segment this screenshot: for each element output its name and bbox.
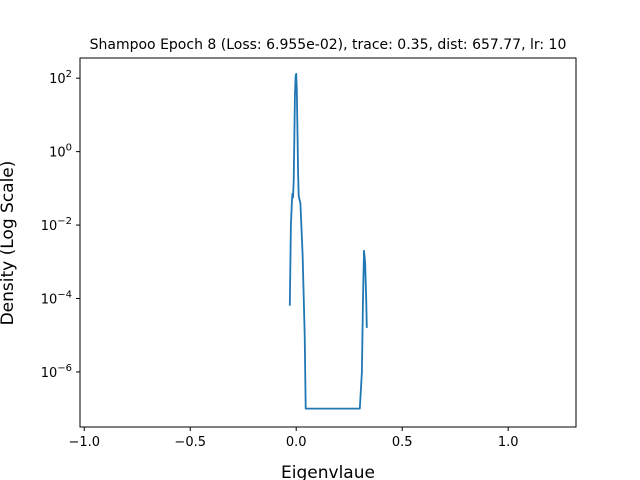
chart-title: Shampoo Epoch 8 (Loss: 6.955e-02), trace… <box>90 37 567 53</box>
series-layer <box>288 72 368 410</box>
y-tick-exponent: −6 <box>57 363 72 374</box>
y-tick-exponent: −2 <box>57 216 72 227</box>
y-tick-label: 10−2 <box>41 216 72 234</box>
y-tick-exponent: −4 <box>57 289 72 300</box>
y-tick-label: 10−4 <box>41 289 72 307</box>
y-tick-base: 10 <box>49 72 66 87</box>
x-tick-label: 0.0 <box>286 435 307 450</box>
y-tick-base: 10 <box>41 366 58 381</box>
density-line <box>288 72 368 410</box>
y-tick-base: 10 <box>49 146 66 161</box>
y-tick-label: 10−6 <box>41 363 72 381</box>
x-tick-label: −1.0 <box>68 435 100 450</box>
x-axis: −1.0 −0.5 0.0 0.5 1.0 <box>68 427 519 450</box>
y-tick-label: 100 <box>49 143 72 161</box>
y-tick-base: 10 <box>41 219 58 234</box>
x-tick-label: 0.5 <box>392 435 413 450</box>
x-tick-label: −0.5 <box>174 435 206 450</box>
y-tick-exponent: 2 <box>66 69 72 80</box>
y-axis-title: Density (Log Scale) <box>0 161 18 326</box>
x-axis-title: Eigenvlaue <box>281 463 375 480</box>
y-tick-label: 102 <box>49 69 72 87</box>
plot-frame <box>79 57 577 428</box>
x-tick-label: 1.0 <box>498 435 519 450</box>
y-tick-exponent: 0 <box>66 143 72 154</box>
y-tick-base: 10 <box>41 292 58 307</box>
